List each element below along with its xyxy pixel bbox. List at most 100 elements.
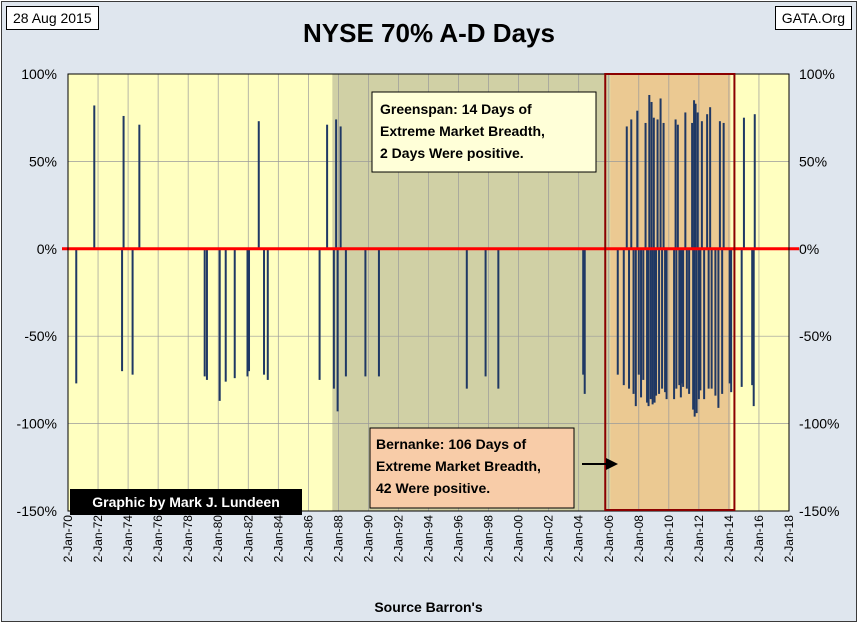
x-tick-label: 2-Jan-18 [782, 515, 796, 563]
bar [377, 248, 380, 377]
bar [642, 248, 645, 380]
x-tick-label: 2-Jan-06 [602, 515, 616, 563]
bar [662, 122, 665, 249]
x-tick-label: 2-Jan-98 [482, 515, 496, 563]
bar [75, 248, 78, 384]
bar [344, 248, 347, 377]
y-tick-label-left: -50% [24, 328, 57, 344]
bar [218, 248, 221, 401]
bernanke-highlight-box [604, 73, 736, 511]
bar [224, 248, 227, 382]
bar [622, 248, 625, 386]
bar [484, 248, 487, 377]
bar [339, 126, 342, 249]
bar [675, 248, 678, 389]
bar [233, 248, 236, 379]
bar [653, 248, 656, 403]
bar [336, 248, 339, 412]
bar [465, 248, 468, 389]
date-label: 28 Aug 2015 [6, 6, 99, 30]
y-tick-label-left: 0% [37, 241, 57, 257]
y-tick-label-right: -100% [799, 416, 839, 432]
y-tick-label-left: -100% [17, 416, 57, 432]
x-axis-title: Source Barron's [374, 599, 483, 615]
bar [266, 248, 269, 380]
bar [688, 248, 691, 394]
bar [497, 248, 500, 389]
bar [684, 112, 687, 249]
bernanke-annotation-line: Bernanke: 106 Days of [376, 436, 527, 452]
bar [682, 248, 685, 387]
chart-title: NYSE 70% A-D Days [303, 18, 555, 48]
bar [248, 248, 251, 372]
bar [717, 248, 720, 408]
bar [694, 103, 697, 249]
y-tick-label-right: -150% [799, 503, 839, 519]
x-tick-label: 2-Jan-14 [722, 515, 736, 563]
bar [582, 248, 585, 375]
bar [647, 248, 650, 407]
bar [632, 248, 635, 394]
bar [679, 248, 682, 398]
bar [673, 248, 676, 400]
bar [326, 124, 329, 249]
annotations: Greenspan: 14 Days of Extreme Market Brea… [70, 73, 736, 515]
bar [332, 248, 335, 389]
bar [131, 248, 134, 375]
bar [93, 105, 96, 249]
greenspan-annotation-line: Extreme Market Breadth, [380, 123, 545, 139]
x-tick-label: 2-Jan-82 [241, 515, 255, 563]
bar [707, 248, 710, 389]
x-tick-label: 2-Jan-92 [391, 515, 405, 563]
y-tick-label-right: 50% [799, 153, 827, 169]
bar [625, 126, 628, 249]
x-tick-label: 2-Jan-12 [692, 515, 706, 563]
bar [205, 248, 208, 380]
x-tick-label: 2-Jan-86 [301, 515, 315, 563]
bar [722, 122, 725, 249]
bar [583, 248, 586, 394]
bar [728, 248, 731, 384]
axes: 100% 100% 50% 50% 0% 0% -50% -50% -100% -100% -150… [17, 66, 840, 615]
bar [730, 248, 733, 393]
arrow-head [606, 458, 618, 470]
bar [685, 248, 688, 389]
x-tick-label: 2-Jan-74 [121, 515, 135, 563]
bar [691, 122, 694, 249]
plot-border [67, 73, 790, 512]
bar [121, 248, 124, 372]
greenspan-box [371, 91, 597, 173]
bar [648, 94, 651, 249]
bar [651, 248, 654, 405]
bar [710, 248, 713, 389]
bar [203, 248, 206, 377]
bar [709, 107, 712, 249]
y-tick-label-right: 0% [799, 241, 819, 257]
bar [665, 248, 668, 400]
bar [616, 248, 619, 375]
bar [122, 115, 125, 249]
bar [696, 112, 699, 249]
y-tick-label-left: 50% [29, 153, 57, 169]
bar [659, 98, 662, 249]
bar [246, 248, 249, 377]
bernanke-annotation-line: 42 Were positive. [376, 480, 490, 496]
credit-box [70, 489, 302, 515]
x-tick-label: 2-Jan-80 [211, 515, 225, 563]
bar [655, 248, 658, 396]
bar [636, 110, 639, 249]
bar [718, 121, 721, 249]
bar [257, 121, 260, 249]
bar [644, 122, 647, 249]
bar [646, 248, 649, 403]
bar [721, 248, 724, 394]
bar [703, 248, 706, 400]
bar [634, 248, 637, 407]
bar [650, 101, 653, 249]
bar [661, 248, 664, 389]
bar [692, 248, 695, 410]
x-tick-label: 2-Jan-76 [151, 515, 165, 563]
bar [678, 248, 681, 386]
